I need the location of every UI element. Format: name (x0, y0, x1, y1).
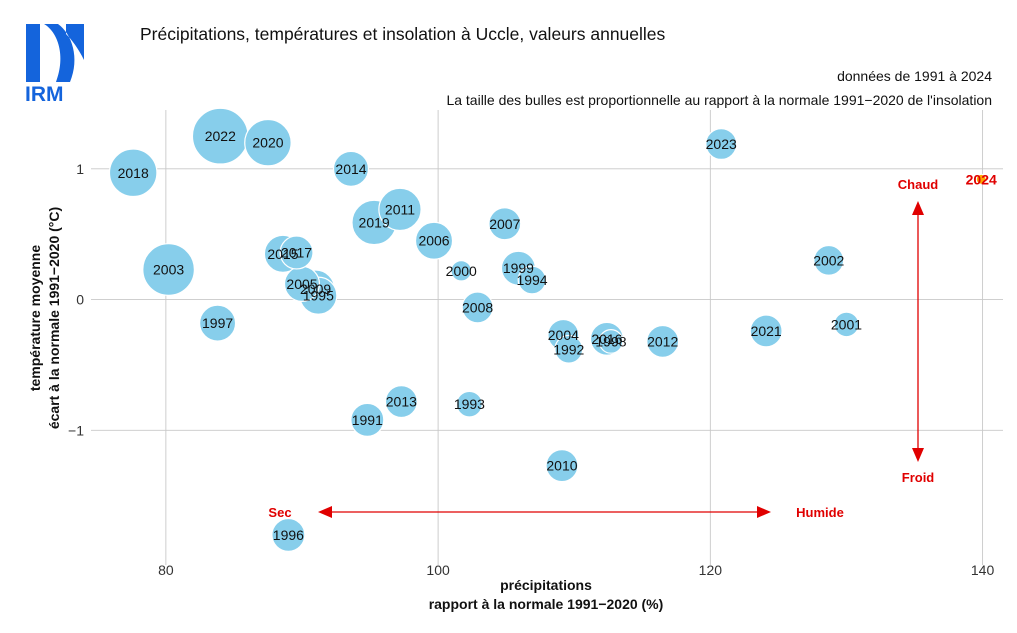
bubble-label-1998: 1998 (595, 333, 626, 349)
bubble-label-2004: 2004 (548, 327, 579, 343)
bubble-label-1996: 1996 (273, 527, 304, 543)
bubble-label-2013: 2013 (386, 394, 417, 410)
bubble-2008 (461, 291, 494, 324)
bubble-label-1999: 1999 (503, 260, 534, 276)
bubble-label-2005: 2005 (286, 276, 317, 292)
bubble-label-2014: 2014 (335, 161, 366, 177)
cold-label: Froid (902, 470, 935, 485)
hot-arrowhead (912, 201, 924, 215)
bubble-label-2020: 2020 (252, 135, 283, 151)
bubble-2017 (279, 235, 314, 270)
wet-arrowhead (757, 506, 771, 518)
x-tick-label: 100 (426, 562, 450, 578)
bubble-label-2021: 2021 (751, 323, 782, 339)
bubble-2020 (244, 118, 292, 167)
irm-logo-mark (26, 24, 84, 82)
wet-label: Humide (796, 505, 844, 520)
tick-labels: 80 100 120 140 −1 0 1 (68, 161, 994, 578)
irm-logo: IRM (25, 24, 84, 106)
bubble-labels: 1991 1992 1993 1994 1995 1996 1997 1998 1999 2000… (118, 128, 997, 543)
bubble-1991 (350, 402, 385, 437)
y-axis-label-line2: écart à la normale 1991−2020 (°C) (46, 207, 62, 429)
bubble-2011 (378, 187, 422, 232)
y-axis-label-line1: température moyenne (27, 245, 43, 391)
bubble-1992 (554, 334, 584, 364)
irm-logo-text: IRM (25, 83, 64, 106)
bubble-2006 (414, 221, 454, 260)
bubble-label-1992: 1992 (553, 341, 584, 357)
bubble-label-2003: 2003 (153, 262, 184, 278)
bubble-label-2016: 2016 (591, 331, 622, 347)
bubble-2013 (384, 385, 418, 419)
bubble-label-2015: 2015 (267, 246, 298, 262)
bubble-2007 (488, 207, 522, 241)
bubble-label-2022: 2022 (205, 128, 236, 144)
bubble-2024 (975, 173, 987, 185)
bubble-label-2008: 2008 (462, 299, 493, 315)
bubbles (108, 107, 987, 552)
chart-note: La taille des bulles est proportionnelle… (446, 92, 992, 108)
bubble-1998 (598, 329, 624, 354)
bubble-1996 (271, 517, 306, 552)
x-tick-label: 80 (158, 562, 174, 578)
bubble-2000 (450, 260, 473, 282)
x-axis-label-line1: précipitations (500, 577, 592, 593)
bubble-1997 (198, 304, 237, 342)
bubble-2002 (813, 244, 845, 276)
hot-label: Chaud (898, 177, 939, 192)
bubble-label-2018: 2018 (118, 165, 149, 181)
bubble-2018 (108, 148, 158, 198)
bubble-2014 (332, 150, 370, 187)
bubble-label-2012: 2012 (647, 333, 678, 349)
y-tick-label: 0 (76, 292, 84, 308)
bubble-2021 (749, 314, 783, 348)
y-tick-label: 1 (76, 161, 84, 177)
bubble-label-2002: 2002 (813, 252, 844, 268)
bubble-label-1991: 1991 (352, 412, 383, 428)
bubble-1993 (456, 390, 483, 418)
bubble-label-1993: 1993 (454, 396, 485, 412)
bubble-label-2010: 2010 (546, 458, 577, 474)
y-tick-label: −1 (68, 422, 84, 438)
bubble-label-1994: 1994 (516, 272, 547, 288)
bubble-1994 (517, 265, 547, 295)
bubble-label-1997: 1997 (202, 315, 233, 331)
bubble-2010 (545, 449, 579, 483)
x-tick-label: 120 (699, 562, 723, 578)
bubble-label-2019: 2019 (359, 214, 390, 230)
cold-arrowhead (912, 448, 924, 462)
bubble-label-2001: 2001 (831, 316, 862, 332)
bubble-label-2007: 2007 (489, 216, 520, 232)
chart-title: Précipitations, températures et insolati… (140, 24, 666, 44)
bubble-label-2000: 2000 (446, 263, 477, 279)
bubble-2003 (142, 243, 195, 296)
bubble-label-1995: 1995 (303, 288, 334, 304)
bubble-label-2023: 2023 (706, 136, 737, 152)
bubble-2001 (833, 311, 860, 338)
dry-arrowhead (318, 506, 332, 518)
bubble-label-2011: 2011 (385, 201, 415, 217)
chart-subtitle: données de 1991 à 2024 (837, 68, 992, 84)
dry-label: Sec (268, 505, 291, 520)
bubble-2012 (646, 324, 680, 358)
bubble-label-2009: 2009 (300, 281, 331, 297)
annotation-arrows (318, 201, 924, 518)
bubble-label-2024: 2024 (966, 171, 997, 187)
bubble-label-2006: 2006 (418, 233, 449, 249)
grid (91, 110, 1003, 565)
bubble-label-2017: 2017 (281, 245, 312, 261)
x-axis-label-line2: rapport à la normale 1991−2020 (%) (429, 596, 664, 612)
x-tick-label: 140 (971, 562, 995, 578)
bubble-2023 (705, 127, 738, 160)
